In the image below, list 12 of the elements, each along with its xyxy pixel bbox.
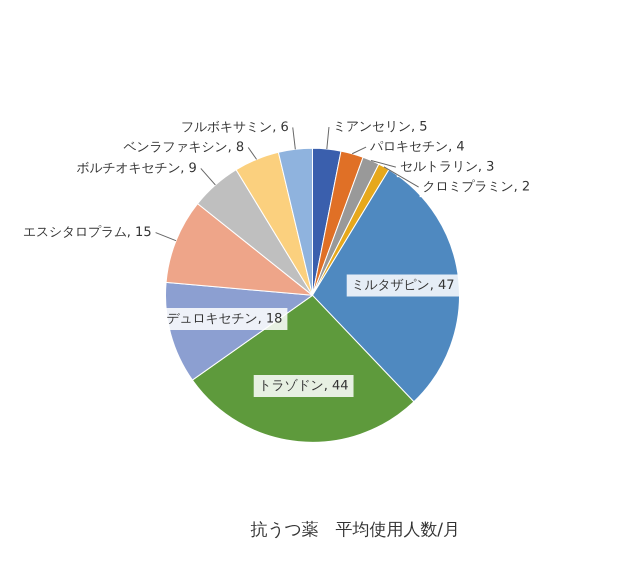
slice-label: パロキセチン, 4 <box>369 139 465 154</box>
slice-label: デュロキセチン, 18 <box>166 311 282 326</box>
slice-label: トラゾドン, 44 <box>258 378 349 394</box>
slice-label: クロミプラミン, 2 <box>422 179 530 194</box>
slice-label: ボルチオキセチン, 9 <box>76 160 197 176</box>
slice-label: セルトラリン, 3 <box>400 159 494 174</box>
slice-label: ミアンセリン, 5 <box>332 119 428 134</box>
slice-label: ミルタザピン, 47 <box>352 278 455 293</box>
text: 抗うつ薬 平均使用人数/月 <box>250 520 460 540</box>
slice-label: フルボキサミン, 6 <box>181 120 289 135</box>
slice-label: エスシタロプラム, 15 <box>22 224 152 240</box>
slice-label: ベンラファキシン, 8 <box>124 140 244 155</box>
